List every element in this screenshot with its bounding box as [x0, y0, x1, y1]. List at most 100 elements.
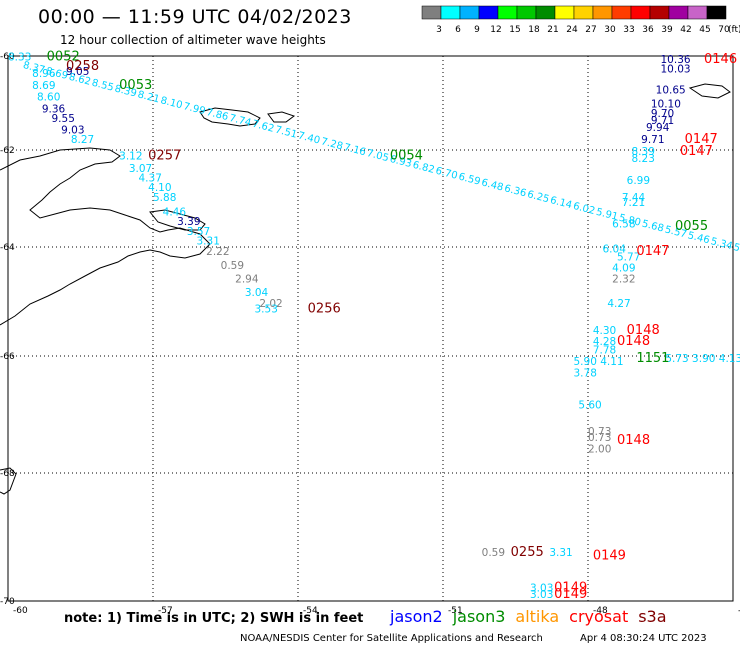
wave-height-label: 4.37 — [139, 173, 162, 185]
legend-label: 18 — [528, 25, 540, 35]
wave-height-label: 9.70 — [651, 108, 674, 120]
satellite-legend-item: cryosat — [569, 607, 629, 626]
legend-unit: (ft) — [728, 25, 740, 35]
wave-height-label: 9.36 — [42, 103, 66, 115]
legend-label: 45 — [699, 25, 710, 35]
track-value-label: 7.62 — [251, 119, 275, 135]
track-value-label: 7.16 — [343, 142, 367, 158]
wave-height-label: 0.59 — [221, 260, 244, 272]
legend-swatch — [706, 5, 727, 20]
legend-label: 12 — [490, 25, 501, 35]
lat-lon-grid: -60 -57 -54 -51 -48 -45 -60 -62 -64 -66 -68 -70 — [0, 52, 740, 616]
wave-height-label: 2.02 — [259, 298, 282, 310]
wave-height-label: 3.07 — [129, 163, 152, 175]
wave-height-label: 5.90 4.11 — [574, 356, 624, 368]
legend-label: 21 — [547, 25, 558, 35]
antarctic-peninsula-coast — [0, 147, 211, 326]
legend-swatch — [592, 5, 613, 20]
track-value-label: 5.23 — [732, 242, 740, 258]
wave-height-label: 3.39 — [177, 216, 200, 228]
wave-height-labels: 8.338.96 9.058.698.609.369.559.038.273.12… — [8, 52, 740, 601]
south-orkney-coast — [199, 107, 261, 127]
time-tag-label: 0146 — [704, 52, 737, 67]
footer-note: note: 1) Time is in UTC; 2) SWH is in fe… — [64, 611, 364, 626]
track-value-label: 7.51 — [274, 125, 298, 141]
wave-height-label: 9.55 — [52, 113, 75, 125]
lat-tick-label: -68 — [0, 469, 15, 479]
legend-label: 15 — [509, 25, 520, 35]
track-value-label: 6.25 — [526, 189, 550, 205]
credit-text: NOAA/NESDIS Center for Satellite Applica… — [240, 633, 543, 644]
track-value-label: 5.68 — [641, 218, 665, 234]
wave-height-label: 3.03 — [530, 582, 553, 594]
track-value-label: 7.28 — [320, 136, 344, 152]
wave-height-label: 0.73 — [588, 432, 611, 444]
wave-height-label: 9.05 — [66, 66, 89, 78]
page-title: 00:00 — 11:59 UTC 04/02/2023 — [38, 6, 352, 28]
legend-swatch — [668, 5, 689, 20]
track-value-label: 6.59 — [457, 172, 481, 188]
wave-height-label: 2.22 — [206, 246, 229, 258]
legend-swatch — [478, 5, 499, 20]
legend-label: 27 — [585, 25, 596, 35]
track-value-label: 6.14 — [549, 195, 573, 211]
wave-height-label: 6.99 — [627, 175, 650, 187]
wave-height-label: 8.39 — [632, 146, 655, 158]
wave-height-label: 6.04 — [603, 243, 627, 255]
lat-tick-label: -60 — [0, 52, 15, 62]
legend-label: 30 — [604, 25, 616, 35]
legend-label: 70 — [718, 25, 730, 35]
wave-height-label: 3.78 — [574, 367, 597, 379]
wave-height-label: 7.21 — [622, 197, 645, 209]
wave-height-label: 6.58 — [612, 219, 635, 231]
legend-swatch — [573, 5, 594, 20]
page-subtitle: 12 hour collection of altimeter wave hei… — [60, 33, 326, 47]
time-tag-label: 0055 — [675, 219, 708, 234]
time-tag-label: 0149 — [554, 580, 587, 595]
time-tag-label: 1151 — [636, 351, 669, 366]
wave-height-label: 3.03 — [530, 589, 553, 601]
legend-label: 24 — [566, 25, 578, 35]
time-tag-label: 0147 — [680, 144, 713, 159]
legend-label: 36 — [642, 25, 654, 35]
wave-height-label: 10.10 — [651, 99, 681, 111]
lon-tick-label: -51 — [448, 606, 463, 616]
legend-swatch — [421, 5, 442, 20]
track-value-label: 5.46 — [686, 230, 710, 246]
timestamp-text: Apr 4 08:30:24 UTC 2023 — [580, 633, 707, 644]
time-tag-label: 0258 — [66, 59, 99, 74]
track-value-label: 7.05 — [366, 148, 390, 164]
time-tag-label: 0147 — [685, 132, 718, 147]
legend-label: 3 — [436, 25, 442, 35]
south-orkney-coast — [267, 111, 296, 123]
wave-height-label: 5.77 — [617, 252, 640, 264]
legend-swatch — [440, 5, 461, 20]
legend-swatch — [497, 5, 518, 20]
satellite-legend: jason2 jason3 altika cryosat s3a — [390, 607, 677, 626]
lat-tick-label: -66 — [0, 352, 15, 362]
legend-swatch — [459, 5, 480, 20]
track-value-label: 6.93 — [388, 154, 412, 170]
track-value-label: 6.48 — [480, 177, 504, 193]
track-value-label: 7.40 — [297, 130, 321, 146]
time-tag-label: 0052 — [47, 50, 80, 65]
time-tag-label: 0147 — [636, 244, 669, 259]
wave-height-label: 8.96 — [32, 68, 56, 80]
track-value-label: 6.36 — [503, 183, 527, 199]
legend-swatch — [535, 5, 556, 20]
track-labels: 8.378.698.628.558.398.218.107.997.867.74… — [22, 60, 740, 258]
lat-tick-label: -70 — [0, 597, 15, 607]
wave-height-label: 9.71 — [641, 134, 664, 146]
legend-label: 33 — [623, 25, 634, 35]
track-value-label: 5.91 — [595, 207, 619, 223]
wave-height-label: 8.23 — [632, 153, 655, 165]
lon-tick-label: -45 — [738, 606, 740, 616]
track-value-label: 8.62 — [68, 72, 92, 88]
wave-height-label: 3.04 — [245, 287, 269, 299]
wave-height-label: 9.94 — [646, 122, 670, 134]
joinville-island-coast — [149, 209, 206, 231]
legend-label: 6 — [455, 25, 461, 35]
wave-height-label: 10.36 — [661, 54, 691, 66]
